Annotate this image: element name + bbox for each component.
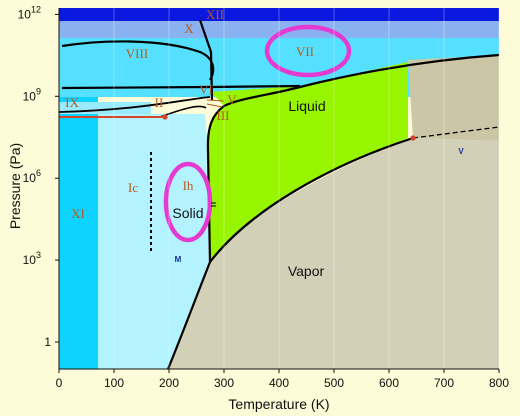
boundary-melting-Ih <box>206 105 225 263</box>
phase-label-vapor: Vapor <box>288 263 325 279</box>
phase-label-ic: Ic <box>128 180 138 195</box>
boundary-II <box>58 96 211 113</box>
x-tick-label: 500 <box>324 376 344 390</box>
phase-label-m: M <box>175 255 182 264</box>
x-axis-label: Temperature (K) <box>228 396 329 412</box>
x-tick-label: 700 <box>434 376 454 390</box>
region-ice-XI <box>59 97 98 369</box>
boundary-liquid-high <box>223 53 500 107</box>
leader-lines-V <box>206 99 225 108</box>
boundary-VII-VIII <box>61 40 215 81</box>
y-tick-label: 103 <box>23 250 41 267</box>
region-top-band <box>59 8 499 21</box>
boundary-supercritical-dashed <box>412 126 500 139</box>
x-tick-label: 0 <box>56 376 63 390</box>
x-tick-label: 100 <box>104 376 124 390</box>
highlight-ellipse-Ih <box>163 161 213 243</box>
x-tick-label: 600 <box>379 376 399 390</box>
y-tick-label: 109 <box>23 86 41 103</box>
region-ice-X-band <box>59 21 499 38</box>
special-point-triple-point <box>162 114 168 120</box>
phase-label-vi: VI <box>199 82 213 97</box>
solid-boundary-ticks <box>211 202 216 207</box>
phase-label-iii: III <box>217 108 230 123</box>
region-vapor <box>168 138 499 369</box>
phase-label-xi: XI <box>71 206 85 221</box>
region-liquid <box>208 62 408 262</box>
special-points <box>162 114 416 141</box>
phase-boundaries <box>58 19 500 370</box>
phase-label-liquid: Liquid <box>288 98 325 114</box>
x-tick-label: 800 <box>489 376 509 390</box>
special-point-critical-point <box>410 135 416 141</box>
y-tick-label: 1 <box>44 335 51 349</box>
boundary-VIII-lower <box>61 84 301 90</box>
x-ticks: 0 100 200 300 400 500 600 700 800 <box>56 369 509 390</box>
x-tick-label: 200 <box>159 376 179 390</box>
phase-regions <box>59 8 499 369</box>
highlight-ellipse-VII <box>264 24 352 78</box>
boundary-vapor-pressure <box>166 136 414 370</box>
phase-label-xii: XII <box>206 7 224 22</box>
region-supercritical <box>408 55 499 141</box>
y-tick-label: 106 <box>23 168 41 185</box>
boundary-VI <box>198 19 214 101</box>
phase-label-viii: VIII <box>126 46 148 61</box>
phase-label-ii: II <box>155 95 164 110</box>
highlight-ellipses <box>163 24 352 243</box>
phase-label-solid: Solid <box>172 205 203 221</box>
y-ticks: 1 103 106 109 1012 <box>18 4 59 349</box>
grid-lines <box>58 8 500 369</box>
phase-label-x: X <box>184 21 194 36</box>
phase-label-ih: Ih <box>183 178 194 193</box>
x-tick-label: 400 <box>269 376 289 390</box>
y-axis-label: Pressure (Pa) <box>7 143 23 229</box>
phase-label-v: V <box>458 147 464 156</box>
phase-label-v: V <box>227 92 237 107</box>
x-tick-label: 300 <box>214 376 234 390</box>
phase-label-vii: VII <box>296 44 314 59</box>
y-tick-label: 1012 <box>18 4 41 21</box>
phase-label-ix: IX <box>65 95 79 110</box>
